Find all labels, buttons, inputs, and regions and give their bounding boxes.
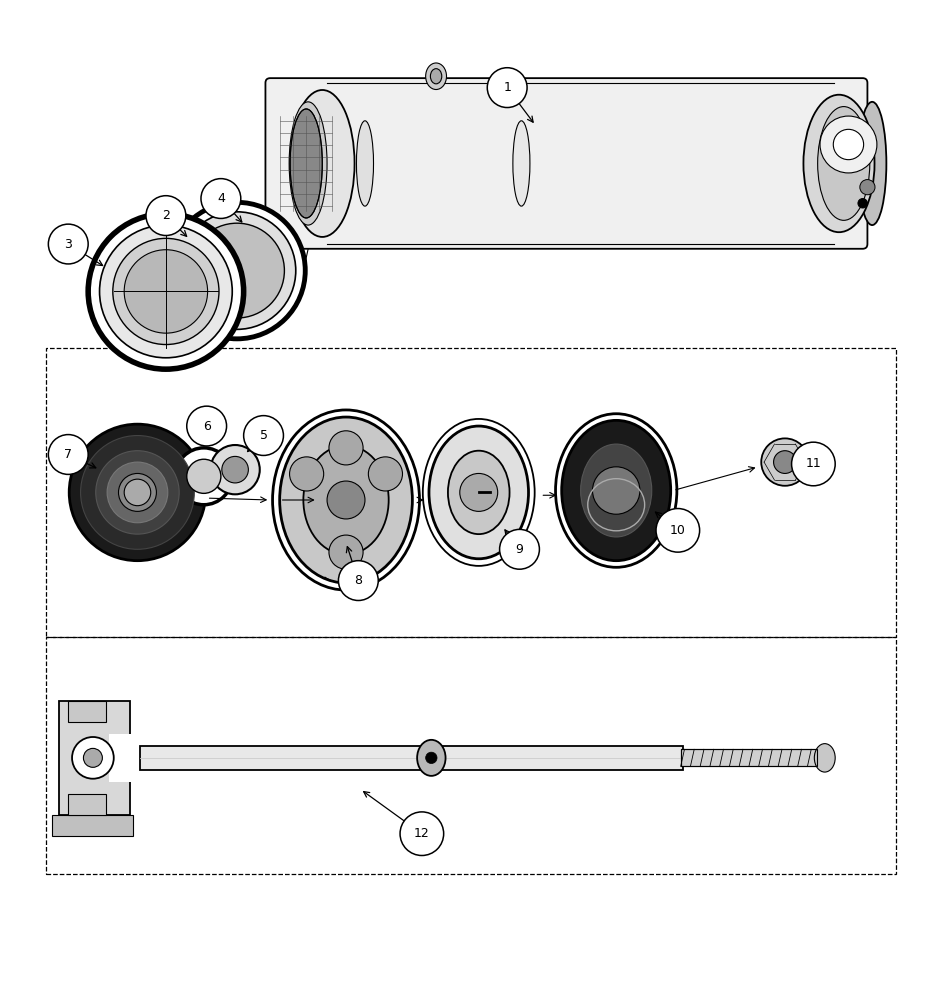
Ellipse shape (580, 444, 651, 537)
Circle shape (96, 451, 179, 534)
Ellipse shape (417, 740, 446, 776)
Circle shape (124, 250, 208, 333)
Circle shape (187, 459, 221, 493)
Circle shape (329, 535, 363, 569)
Circle shape (860, 180, 875, 195)
Ellipse shape (858, 102, 886, 225)
Text: 5: 5 (260, 429, 267, 442)
Circle shape (169, 202, 305, 339)
Circle shape (338, 561, 378, 600)
Bar (681, 749, 817, 766)
Circle shape (83, 748, 102, 767)
Text: 1: 1 (503, 81, 511, 94)
Ellipse shape (817, 107, 870, 220)
Circle shape (178, 212, 296, 329)
Circle shape (400, 812, 444, 856)
Circle shape (369, 457, 403, 491)
Text: 12: 12 (414, 827, 429, 840)
Circle shape (124, 479, 151, 506)
Ellipse shape (426, 63, 447, 90)
Bar (68, 701, 106, 722)
Ellipse shape (290, 90, 355, 237)
Circle shape (833, 129, 864, 160)
Circle shape (858, 199, 867, 208)
Circle shape (48, 435, 88, 474)
Circle shape (118, 473, 156, 511)
Circle shape (329, 431, 363, 465)
Circle shape (187, 406, 227, 446)
Circle shape (107, 462, 168, 523)
Circle shape (190, 223, 284, 318)
Circle shape (146, 196, 186, 236)
Ellipse shape (513, 121, 530, 206)
Circle shape (175, 448, 232, 505)
Circle shape (592, 467, 640, 514)
Ellipse shape (290, 109, 322, 218)
Ellipse shape (356, 121, 374, 206)
Text: 4: 4 (217, 192, 225, 205)
Circle shape (774, 451, 796, 473)
Circle shape (72, 737, 114, 779)
Circle shape (500, 529, 539, 569)
Ellipse shape (430, 69, 442, 84)
Circle shape (81, 436, 194, 549)
Circle shape (48, 224, 88, 264)
Circle shape (210, 445, 260, 494)
Ellipse shape (280, 417, 412, 583)
Text: 8: 8 (355, 574, 362, 587)
Circle shape (222, 456, 248, 483)
Ellipse shape (447, 451, 510, 534)
Bar (52, 815, 133, 836)
Circle shape (69, 424, 206, 561)
Circle shape (761, 438, 809, 486)
Bar (681, 749, 817, 766)
Bar (68, 794, 106, 815)
Circle shape (113, 238, 219, 345)
Circle shape (289, 457, 323, 491)
Text: 2: 2 (162, 209, 170, 222)
Ellipse shape (428, 426, 529, 559)
Circle shape (88, 214, 244, 369)
Circle shape (244, 416, 283, 455)
Circle shape (487, 68, 527, 108)
Circle shape (460, 473, 498, 511)
Circle shape (792, 442, 835, 486)
Text: 10: 10 (670, 524, 685, 537)
Text: 7: 7 (64, 448, 72, 461)
Bar (109, 734, 133, 782)
Bar (46, 637, 896, 874)
Circle shape (820, 116, 877, 173)
FancyBboxPatch shape (265, 78, 867, 249)
Bar (46, 348, 896, 637)
Ellipse shape (814, 744, 835, 772)
Circle shape (100, 225, 232, 358)
Ellipse shape (561, 420, 671, 561)
Text: 3: 3 (64, 238, 72, 251)
Ellipse shape (289, 102, 327, 225)
Ellipse shape (804, 95, 874, 232)
Text: 9: 9 (516, 543, 523, 556)
Circle shape (656, 509, 700, 552)
Ellipse shape (303, 445, 389, 555)
Circle shape (426, 752, 437, 764)
Circle shape (327, 481, 365, 519)
Circle shape (201, 179, 241, 218)
Text: 6: 6 (203, 420, 210, 433)
Text: 11: 11 (806, 457, 821, 470)
Bar (59, 701, 130, 815)
Bar (140, 746, 683, 770)
